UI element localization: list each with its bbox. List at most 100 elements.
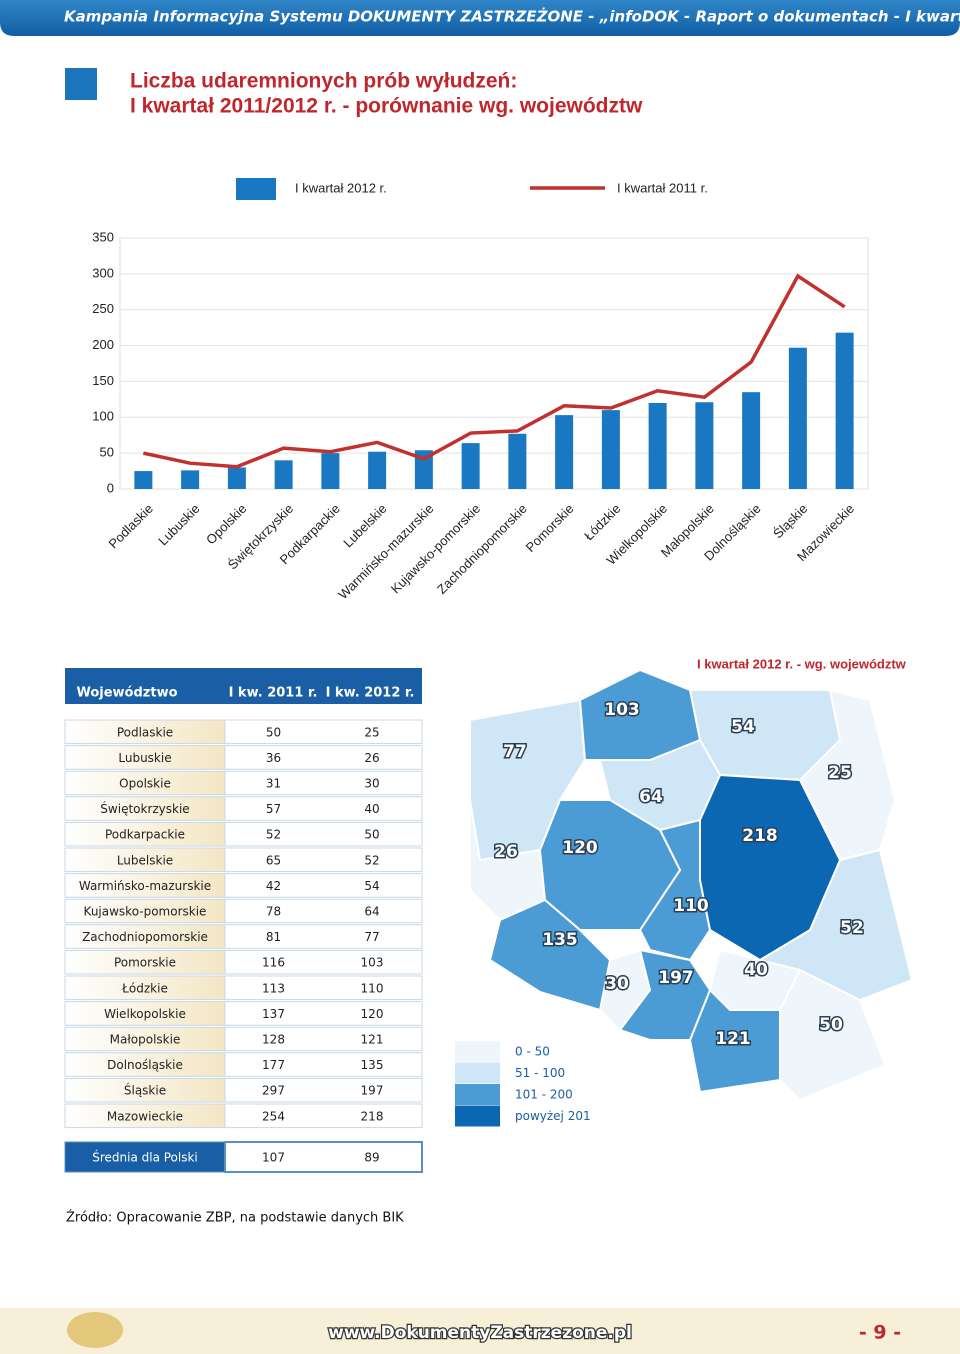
table-cell: Śląskie [124, 1083, 166, 1098]
table-cell: 197 [361, 1084, 384, 1098]
table-cell: 65 [266, 853, 281, 867]
map-legend-swatch [455, 1041, 500, 1062]
header-text: Kampania Informacyjna Systemu DOKUMENTY … [64, 7, 960, 26]
row-value-cell [224, 873, 423, 898]
bar [742, 392, 761, 489]
line [143, 273, 846, 469]
map-legend-label: powyżej 201 [515, 1109, 591, 1123]
row-value-cell [224, 796, 423, 821]
table-cell: 116 [262, 956, 285, 970]
row-value-cell [224, 847, 423, 873]
column-header: I kw. 2011 r. [229, 686, 318, 701]
title-line: Liczba udaremnionych prób wyłudzeń: [130, 70, 517, 93]
bar [835, 332, 854, 489]
x-tick-label: Zachodniopomorskie [434, 501, 530, 597]
bar [134, 471, 153, 489]
summary-value-cell [224, 1141, 423, 1173]
column-header: Województwo [76, 686, 177, 701]
table-cell: 177 [262, 1058, 285, 1072]
map-label: 26 [494, 842, 518, 862]
map-region [488, 898, 612, 1012]
map-legend-label: 51 - 100 [515, 1066, 565, 1080]
row-value-cell [224, 745, 423, 770]
table-cell: 50 [364, 828, 379, 842]
table-cell: Warmińsko-mazurskie [79, 879, 211, 893]
table-cell: Wielkopolskie [104, 1007, 186, 1021]
x-tick-label: Lubuskie [155, 501, 202, 548]
map-label: 64 [639, 787, 663, 807]
table-cell: 57 [266, 802, 281, 816]
map-legend-label: 101 - 200 [515, 1088, 573, 1102]
table-cell: 254 [262, 1109, 285, 1123]
bar [368, 451, 387, 489]
map-label: 30 [605, 974, 629, 994]
table-cell: Mazowieckie [107, 1109, 183, 1123]
map-legend-swatch [455, 1062, 500, 1084]
table-cell: 128 [262, 1033, 285, 1047]
bar [321, 453, 340, 489]
bar [274, 460, 293, 489]
table-cell: 103 [361, 956, 384, 970]
map-region [699, 773, 842, 962]
row-value-cell [224, 719, 423, 745]
table-cell: Świętokrzyskie [100, 801, 189, 816]
x-tick-label: Pomorskie [523, 501, 577, 555]
y-tick-label: 150 [92, 373, 114, 388]
table-cell: 40 [364, 802, 379, 816]
table-cell: Podkarpackie [105, 828, 185, 842]
summary-name-cell [64, 1141, 226, 1173]
map-title: I kwartał 2012 r. - wg. województw [697, 656, 907, 671]
x-tick-label: Łódzkie [581, 501, 623, 543]
map-region [618, 948, 712, 1041]
table-cell: 26 [364, 751, 379, 765]
map-label: 197 [658, 968, 694, 988]
table-cell: 113 [262, 981, 285, 995]
map-label: 121 [715, 1029, 751, 1049]
table-cell: 137 [262, 1007, 285, 1021]
table-cell: Dolnośląskie [107, 1058, 183, 1072]
table-cell: Kujawsko-pomorskie [84, 905, 207, 919]
map-label: 25 [828, 763, 852, 783]
map-legend-swatch [455, 1084, 500, 1105]
summary-cell: 89 [364, 1151, 379, 1165]
table-cell: 218 [361, 1109, 384, 1123]
legend-label: I kwartał 2011 r. [617, 180, 708, 195]
row-value-cell [224, 1026, 423, 1052]
bar [648, 402, 667, 489]
y-tick-label: 250 [92, 301, 114, 316]
title-line: I kwartał 2011/2012 r. - porównanie wg. … [130, 95, 643, 118]
header-bar [0, 0, 960, 36]
table-header [65, 668, 422, 704]
map-label: 120 [562, 838, 598, 858]
y-tick-label: 50 [100, 445, 114, 460]
x-tick-label: Śląskie [770, 501, 810, 541]
title-marker [65, 68, 97, 100]
row-value-cell [224, 770, 423, 796]
table-cell: 42 [266, 879, 281, 893]
map-label: 54 [731, 717, 755, 737]
bar [227, 467, 246, 489]
bar [461, 443, 480, 489]
table-cell: Zachodniopomorskie [82, 930, 208, 944]
y-tick-label: 200 [92, 337, 114, 352]
table-cell: 25 [364, 725, 379, 739]
row-value-cell [224, 821, 423, 847]
table-cell: Łódzkie [121, 981, 168, 995]
table-cell: 110 [361, 981, 384, 995]
x-tick-label: Opolskie [203, 501, 249, 547]
map-label: 103 [604, 700, 640, 720]
table-cell: 121 [361, 1033, 384, 1047]
map-label: 52 [840, 918, 864, 938]
bar [555, 415, 574, 489]
row-value-cell [224, 1077, 423, 1103]
map-legend-swatch [455, 1105, 500, 1127]
table-cell: 54 [364, 879, 379, 893]
table-cell: 31 [266, 777, 281, 791]
row-value-cell [224, 1103, 423, 1129]
map-label: 218 [742, 826, 778, 846]
map-label: 50 [819, 1015, 843, 1035]
table-cell: 52 [364, 853, 379, 867]
y-tick-label: 0 [107, 480, 114, 495]
y-tick-label: 350 [92, 229, 114, 244]
